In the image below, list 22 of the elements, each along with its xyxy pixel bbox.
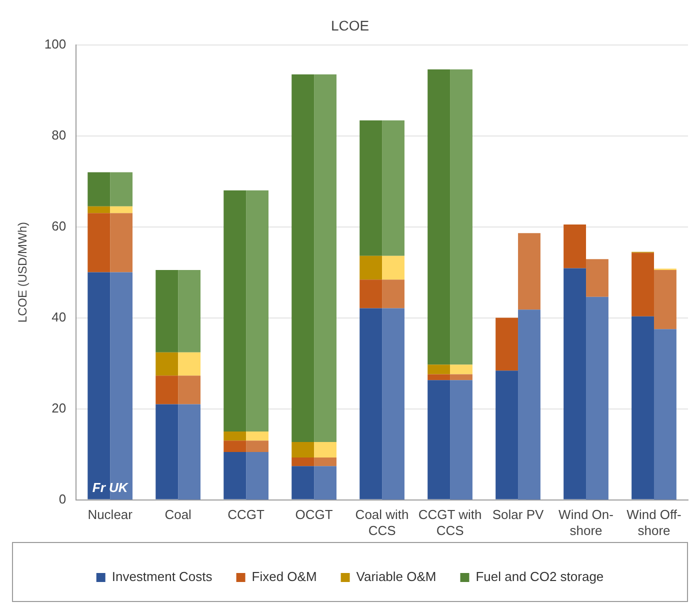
x-tick-label: CCGT — [228, 507, 265, 522]
y-tick-label: 20 — [52, 400, 66, 416]
x-tick-label: Nuclear — [88, 507, 134, 522]
x-tick-label: Coal — [164, 507, 192, 522]
legend-label: Fuel and CO2 storage — [476, 569, 604, 584]
x-tick-label: CCGT with CCS — [418, 507, 482, 538]
x-tick-label: Coal with CCS — [355, 507, 409, 538]
x-tick-label: Wind On-shore — [558, 507, 614, 538]
legend-label: Fixed O&M — [252, 569, 317, 584]
y-tick-label: 0 — [58, 491, 66, 506]
legend-label: Investment Costs — [112, 569, 213, 584]
x-tick-label: Solar PV — [492, 507, 544, 522]
y-tick-label: 60 — [52, 218, 66, 234]
legend-label: Variable O&M — [356, 569, 436, 584]
x-tick-label: Wind Off-shore — [626, 507, 682, 538]
y-tick-label: 100 — [44, 36, 66, 52]
y-axis-title: LCOE (USD/MWh) — [16, 222, 30, 323]
annotation: Fr UK — [92, 480, 128, 496]
y-tick-label: 40 — [52, 309, 66, 324]
chart-title: LCOE — [330, 17, 370, 34]
x-tick-label: OCGT — [295, 507, 333, 522]
y-tick-label: 80 — [52, 127, 66, 142]
